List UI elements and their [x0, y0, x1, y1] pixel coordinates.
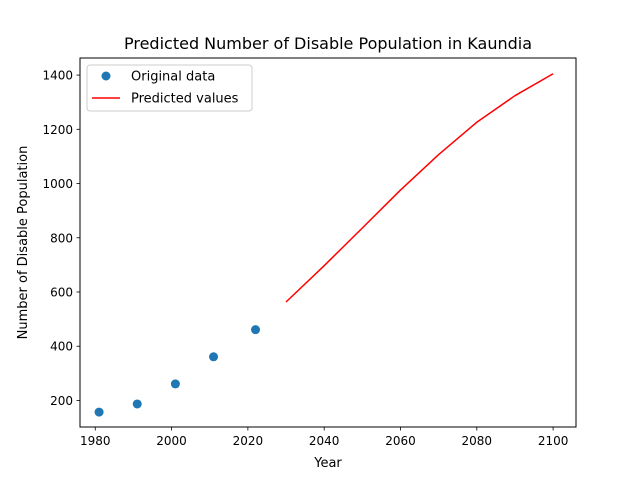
legend-box [86, 64, 253, 112]
x-tick-label: 2080 [462, 434, 493, 448]
x-tick-label: 2040 [309, 434, 340, 448]
chart-title: Predicted Number of Disable Population i… [124, 34, 532, 53]
x-tick-label: 2060 [385, 434, 416, 448]
original-data-point [132, 399, 142, 409]
y-axis-ticks: 200 400 600 800 1000 1200 1400 [42, 69, 80, 408]
x-axis-label: Year [313, 456, 342, 471]
original-data-point [170, 379, 180, 389]
plot-frame [79, 57, 577, 428]
y-axis-label: Number of Disable Population [16, 146, 31, 340]
legend-marker-original [101, 71, 111, 81]
original-data-point [251, 325, 261, 335]
legend-label-original: Original data [131, 70, 215, 85]
original-data-point [94, 407, 104, 417]
original-data-point [209, 352, 219, 362]
predicted-values-line [285, 73, 554, 303]
y-tick-label: 1000 [42, 177, 73, 191]
y-tick-label: 200 [50, 394, 73, 408]
x-tick-label: 2020 [233, 434, 264, 448]
x-tick-label: 2100 [538, 434, 569, 448]
legend: Original data Predicted values [86, 64, 253, 112]
legend-label-predicted: Predicted values [131, 92, 239, 107]
y-tick-label: 400 [50, 340, 73, 354]
y-tick-label: 1400 [42, 69, 73, 83]
plot-area [79, 57, 577, 428]
x-axis-ticks: 1980 2000 2020 2040 2060 2080 2100 [80, 427, 568, 448]
x-tick-label: 1980 [80, 434, 111, 448]
series-layer [94, 73, 554, 417]
y-tick-label: 1200 [42, 123, 73, 137]
y-tick-label: 800 [50, 231, 73, 245]
x-tick-label: 2000 [156, 434, 187, 448]
y-tick-label: 600 [50, 285, 73, 299]
